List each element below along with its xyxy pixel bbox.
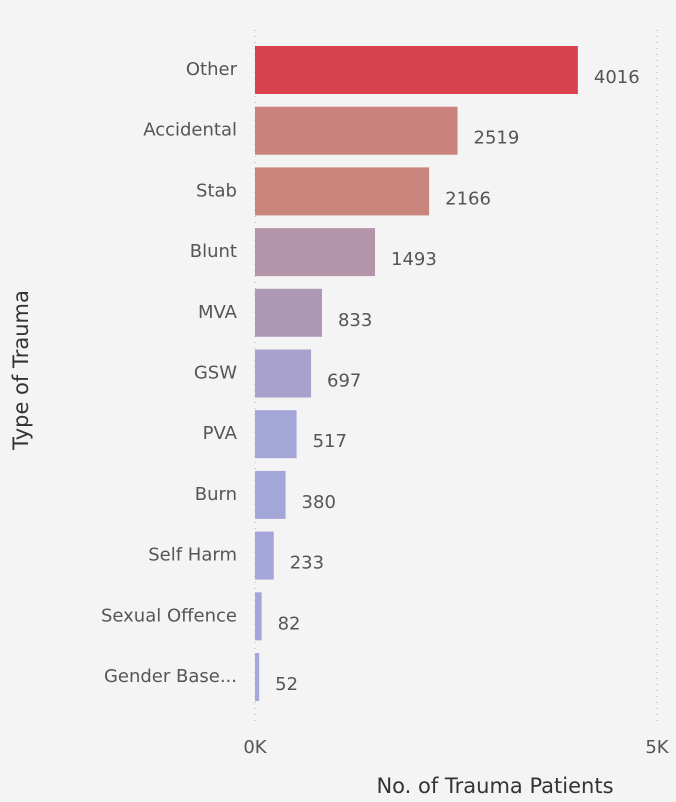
data-label: 82 [278, 613, 301, 634]
bar [255, 46, 578, 94]
bar [255, 288, 322, 337]
y-tick-label: Stab [196, 180, 237, 201]
data-label: 4016 [594, 67, 640, 88]
y-tick-label: PVA [203, 423, 238, 444]
bar [255, 349, 312, 398]
data-label: 697 [327, 371, 361, 392]
y-tick-label: Blunt [190, 241, 237, 262]
y-tick-label: Sexual Offence [101, 605, 237, 626]
data-label: 517 [313, 431, 347, 452]
data-label: 2166 [445, 188, 491, 209]
x-axis-title: No. of Trauma Patients [376, 774, 613, 798]
bar [255, 410, 297, 459]
bar [255, 592, 262, 641]
y-tick-label: MVA [198, 302, 238, 323]
y-tick-label: Other [186, 59, 238, 80]
bar [255, 470, 286, 519]
bar [255, 228, 376, 277]
data-label: 1493 [391, 249, 437, 270]
bar [255, 531, 274, 580]
data-label: 833 [338, 310, 372, 331]
x-tick-label: 5K [645, 737, 669, 758]
data-label: 2519 [474, 128, 520, 149]
bar [255, 106, 458, 155]
data-label: 52 [275, 674, 298, 695]
y-tick-label: Burn [195, 484, 237, 505]
bar [255, 653, 260, 701]
y-axis-title: Type of Trauma [9, 290, 33, 451]
y-tick-label: Gender Base... [104, 666, 237, 687]
data-label: 233 [290, 553, 324, 574]
y-tick-label: GSW [194, 363, 237, 384]
y-tick-label: Accidental [143, 120, 237, 141]
bar [255, 167, 430, 216]
y-tick-label: Self Harm [148, 545, 237, 566]
data-label: 380 [302, 492, 336, 513]
x-tick-label: 0K [243, 737, 267, 758]
